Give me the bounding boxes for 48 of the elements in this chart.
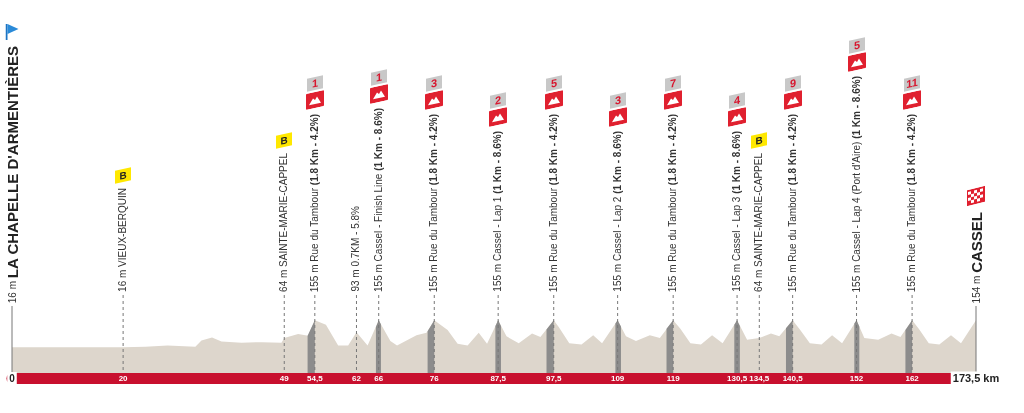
x-tick-label: 49 [279, 373, 290, 383]
ref-line-label: 155 m Rue du Tambour (1.8 Km - 4.2%) [906, 113, 919, 292]
x-tick-label: 134,5 [749, 373, 770, 383]
x-tick-label: 54,5 [307, 373, 324, 383]
text: B [115, 167, 132, 184]
ref-line-label: 64 m SAINTE-MARIE-CAPPEL [753, 153, 766, 292]
x-tick-label: 76 [429, 373, 440, 383]
text: 3 [426, 75, 443, 92]
ref-line-label: 155 m Rue du Tambour (1.8 Km - 4.2%) [547, 113, 560, 292]
text: 1 [306, 75, 323, 92]
ref-line-label: 155 m Cassel - Lap 3 (1 Km - 8.6%) [731, 131, 744, 292]
ref-line-label: 155 m Rue du Tambour (1.8 Km - 4.2%) [786, 113, 799, 292]
text: B [276, 132, 293, 149]
text: B [751, 132, 768, 149]
x-tick-label: 140,5 [782, 373, 804, 383]
text: 4 [729, 92, 746, 110]
ref-line-label: 155 m Cassel - Lap 4 (Port d'Aire) (1 Km - 8.6%) [850, 75, 863, 292]
x-tick-label: 152 [849, 373, 864, 383]
text: 5 [545, 75, 562, 92]
text: 7 [665, 75, 682, 92]
text: 3 [609, 92, 626, 110]
ref-line-label: 155 m Cassel - Finish Line (1 Km - 8.6%) [372, 108, 385, 292]
text: 11 [904, 75, 921, 92]
x-tick-label: 87,5 [490, 373, 507, 383]
x-tick-label: 162 [905, 373, 920, 383]
x-tick-label: 130,5 [727, 373, 748, 383]
x-tick-label: 97,5 [545, 373, 563, 383]
text: 9 [784, 75, 801, 92]
ref-line-label: 154 m CASSEL [967, 211, 985, 303]
ref-line-label: 16 m VIEUX-BERQUIN [117, 188, 130, 292]
text: 5 [848, 36, 865, 54]
x-tick-label: 173,5 km [952, 372, 1000, 384]
ref-line-label: 155 m Rue du Tambour (1.8 Km - 4.2%) [308, 113, 321, 292]
ref-line-label: 93 m 0.7KM - 5.8% [350, 206, 363, 292]
x-tick-label: 0 [9, 372, 16, 384]
ref-line-label: 155 m Cassel - Lap 2 (1 Km - 8.6%) [611, 131, 624, 292]
ref-line-label: 155 m Cassel - Lap 1 (1 Km - 8.6%) [492, 131, 505, 292]
ref-line-label: 155 m Rue du Tambour (1.8 Km - 4.2%) [428, 113, 441, 292]
x-tick-label: 109 [610, 373, 625, 383]
x-tick-label: 62 [352, 373, 362, 383]
ref-line-label: 64 m SAINTE-MARIE-CAPPEL [278, 153, 291, 292]
x-tick-label: 119 [666, 373, 681, 383]
x-tick-label: 20 [118, 373, 129, 383]
ref-line-label: 16 m LA CHAPELLE D'ARMENTIÈRES [3, 45, 21, 303]
x-tick-label: 66 [374, 373, 384, 383]
ref-line-label: 155 m Rue du Tambour (1.8 Km - 4.2%) [667, 113, 680, 292]
text: 2 [490, 92, 507, 110]
text: 1 [370, 69, 387, 86]
